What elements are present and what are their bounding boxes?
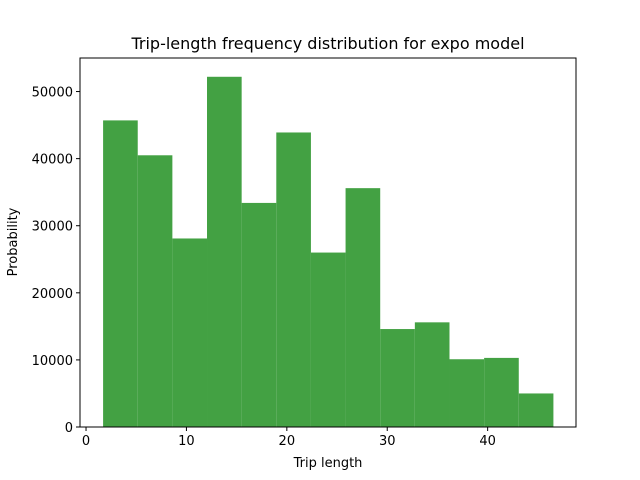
histogram-bar-9 (380, 329, 415, 427)
histogram-bar-10 (414, 322, 450, 427)
x-axis-label: Trip length (293, 456, 363, 471)
histogram-bar-6 (276, 132, 311, 428)
chart-title: Trip-length frequency distribution for e… (130, 34, 524, 53)
histogram-bar-3 (172, 238, 208, 427)
y-tick-label: 30000 (32, 220, 73, 235)
histogram-bar-11 (449, 359, 485, 427)
histogram-bar-2 (137, 155, 173, 428)
x-tick-label: 20 (279, 434, 296, 449)
histogram-bar-13 (518, 393, 554, 427)
histogram-bar-4 (207, 76, 242, 427)
histogram-bar-7 (310, 252, 346, 427)
x-tick-label: 0 (82, 434, 90, 449)
x-tick-label: 10 (178, 434, 195, 449)
y-axis-label: Probability (6, 207, 21, 276)
plot-frame (79, 57, 577, 428)
histogram-bar-5 (241, 202, 277, 427)
y-tick-label: 40000 (32, 153, 73, 168)
bars-group (103, 76, 554, 428)
y-tick-label: 50000 (32, 86, 73, 101)
x-tick-label: 40 (479, 434, 496, 449)
histogram-bar-1 (103, 120, 138, 428)
y-tick-label: 20000 (32, 287, 73, 302)
y-tick-label: 0 (65, 421, 73, 436)
y-tick-label: 10000 (32, 354, 73, 369)
histogram-bar-8 (345, 188, 381, 427)
y-axis: 0 10000 20000 30000 40000 50000 (32, 86, 80, 436)
x-tick-label: 30 (379, 434, 396, 449)
histogram-bar-12 (484, 357, 519, 427)
x-axis: 0 10 20 30 40 (82, 427, 496, 449)
